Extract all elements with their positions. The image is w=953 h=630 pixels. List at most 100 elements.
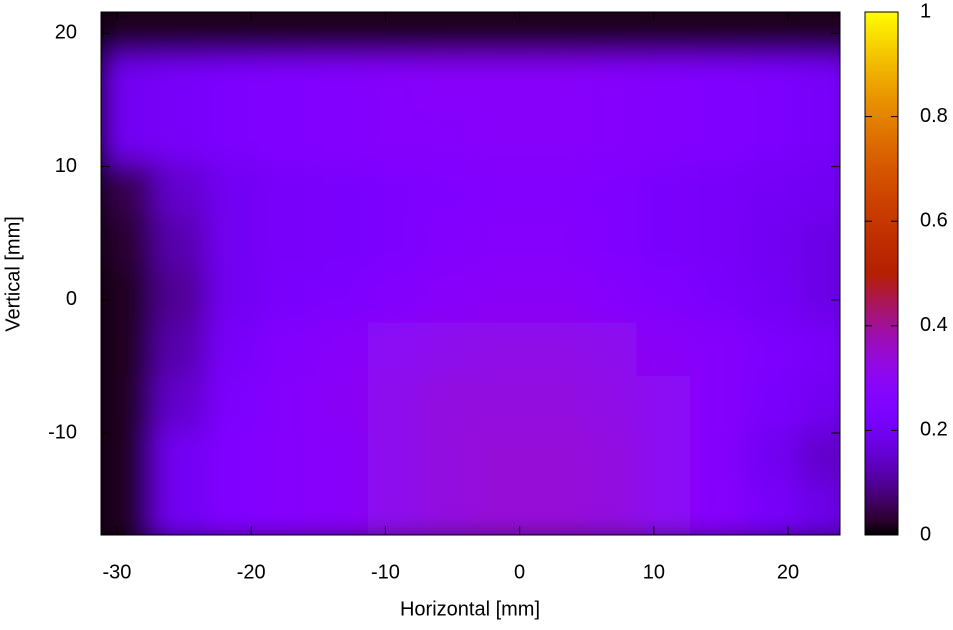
heat-cell — [314, 12, 377, 64]
heat-cell — [529, 322, 591, 384]
heat-cell — [797, 215, 840, 278]
heat-cell — [367, 482, 430, 535]
heat-cell — [582, 109, 645, 171]
heat-cell — [206, 269, 269, 331]
heat-cell — [367, 12, 430, 64]
heat-cell — [101, 12, 162, 64]
heat-cell — [582, 429, 645, 491]
heat-cell — [314, 55, 377, 118]
heat-cell — [206, 55, 269, 118]
heat-cell — [582, 482, 645, 535]
heat-cell — [314, 375, 377, 438]
heat-cell — [636, 12, 699, 64]
x-tick-label: 10 — [643, 561, 665, 583]
heat-cell — [153, 215, 215, 278]
heat-cell — [743, 322, 806, 384]
heat-cell — [475, 375, 538, 438]
heat-cell — [153, 55, 215, 118]
heat-cell — [260, 269, 323, 331]
heat-cell — [529, 429, 591, 491]
heat-cell — [421, 12, 484, 64]
heat-cell — [529, 55, 591, 118]
heat-cell — [582, 322, 645, 384]
x-tick-label: -30 — [103, 561, 132, 583]
x-tick-label: -20 — [237, 561, 266, 583]
heat-cell — [690, 375, 752, 438]
heat-cell — [743, 109, 806, 171]
heat-cell — [690, 215, 752, 278]
colorbar-tick-label: 0 — [920, 523, 931, 545]
heat-cell — [743, 482, 806, 535]
colorbar-tick-label: 0.2 — [920, 419, 948, 441]
heat-cell — [153, 375, 215, 438]
heat-cell — [206, 429, 269, 491]
y-tick-label: 10 — [55, 155, 77, 177]
heat-cell — [797, 162, 840, 224]
heat-cell — [743, 269, 806, 331]
heat-cell — [475, 269, 538, 331]
heat-cell — [529, 109, 591, 171]
heat-cell — [529, 269, 591, 331]
heat-cell — [314, 482, 377, 535]
heat-cell — [153, 109, 215, 171]
heat-cell — [690, 322, 752, 384]
heat-cell — [475, 55, 538, 118]
x-tick-label: -10 — [371, 561, 400, 583]
heat-cell — [367, 55, 430, 118]
heat-cell — [314, 162, 377, 224]
heat-cell — [743, 215, 806, 278]
heat-cell — [153, 322, 215, 384]
x-tick-label: 20 — [777, 561, 799, 583]
heat-cell — [421, 162, 484, 224]
heat-cell — [101, 215, 162, 278]
heatmap — [101, 12, 840, 535]
heat-cell — [153, 482, 215, 535]
heat-cell — [101, 322, 162, 384]
heat-cell — [101, 269, 162, 331]
heat-cell — [690, 269, 752, 331]
heat-cell — [797, 429, 840, 491]
heat-cell — [797, 12, 840, 64]
heat-cell — [636, 55, 699, 118]
heat-cell — [690, 429, 752, 491]
y-tick-label: -10 — [48, 421, 77, 443]
heat-cell — [582, 375, 645, 438]
heat-cell — [421, 269, 484, 331]
heat-cell — [101, 429, 162, 491]
heat-cell — [475, 482, 538, 535]
heat-cell — [421, 55, 484, 118]
heat-cell — [314, 215, 377, 278]
heat-cell — [260, 12, 323, 64]
heat-cell — [797, 55, 840, 118]
heat-cell — [743, 162, 806, 224]
heat-cell — [421, 322, 484, 384]
colorbar-tick-label: 0.6 — [920, 209, 948, 231]
colorbar-tick-label: 0.8 — [920, 105, 948, 127]
heat-cell — [797, 109, 840, 171]
heat-cell — [260, 375, 323, 438]
heat-cell — [101, 55, 162, 118]
heat-cell — [582, 55, 645, 118]
heat-cell — [743, 429, 806, 491]
heat-cell — [206, 482, 269, 535]
heat-cell — [690, 482, 752, 535]
heat-cell — [475, 12, 538, 64]
heat-cell — [367, 269, 430, 331]
x-tick-label: 0 — [514, 561, 525, 583]
heat-cell — [367, 162, 430, 224]
heat-cell — [367, 109, 430, 171]
heat-cell — [636, 375, 699, 438]
heat-cell — [743, 12, 806, 64]
heat-cell — [260, 482, 323, 535]
heatmap-cells — [101, 12, 840, 535]
colorbar — [864, 11, 899, 536]
heat-cell — [206, 109, 269, 171]
heat-cell — [260, 55, 323, 118]
y-tick-label: 20 — [55, 22, 77, 44]
heat-cell — [636, 429, 699, 491]
heat-cell — [421, 482, 484, 535]
heat-cell — [153, 12, 215, 64]
heat-cell — [367, 429, 430, 491]
heat-cell — [367, 375, 430, 438]
heat-cell — [421, 375, 484, 438]
